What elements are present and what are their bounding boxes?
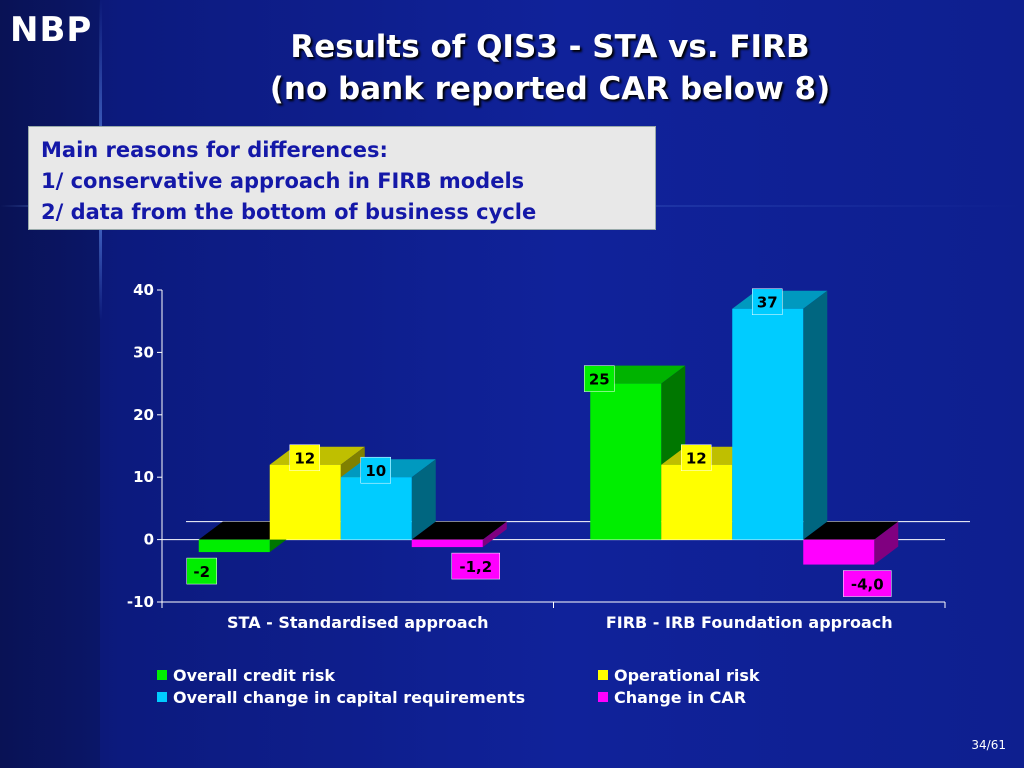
bar-top-face (411, 521, 507, 540)
data-label-box (681, 444, 712, 471)
reasons-box: Main reasons for differences: 1/ conserv… (28, 126, 656, 230)
data-label-box (752, 288, 783, 315)
legend-swatch (157, 670, 167, 680)
title-line-2: (no bank reported CAR below 8) (269, 71, 831, 107)
legend-label: Change in CAR (614, 687, 747, 707)
data-label-box (584, 365, 615, 392)
bar (661, 464, 733, 540)
y-tick-label: -10 (127, 593, 154, 611)
data-label: 10 (365, 462, 386, 480)
bar-side-face (803, 290, 828, 540)
bar (340, 477, 412, 540)
data-label-box (289, 444, 320, 471)
slide-title: Results of QIS3 - STA vs. FIRB (no bank … (180, 26, 920, 110)
data-label: 25 (589, 371, 610, 389)
data-label-box (451, 552, 500, 580)
nbp-logo: NBP (10, 10, 93, 50)
data-label: 12 (294, 450, 315, 468)
y-tick-label: 40 (133, 281, 154, 299)
legend-item: Overall credit risk (157, 664, 525, 686)
legend-swatch (598, 670, 608, 680)
legend-label: Operational risk (614, 665, 760, 685)
bar (590, 383, 662, 540)
legend-item: Change in CAR (598, 686, 760, 708)
data-label-box (843, 570, 892, 597)
reasons-heading: Main reasons for differences: (41, 138, 388, 162)
bar (198, 539, 270, 553)
data-label: -4,0 (851, 576, 884, 594)
legend-swatch (157, 692, 167, 702)
legend-left: Overall credit risk Overall change in ca… (157, 664, 525, 708)
data-label-box (360, 456, 391, 484)
bar (411, 539, 483, 548)
reason-1: 1/ conservative approach in FIRB models (41, 169, 525, 193)
legend-label: Overall change in capital requirements (173, 687, 526, 707)
y-tick-label: 10 (133, 468, 154, 486)
reason-2: 2/ data from the bottom of business cycl… (41, 200, 537, 224)
data-label-box (186, 557, 217, 585)
legend-swatch (598, 692, 608, 702)
category-label: FIRB - IRB Foundation approach (606, 613, 893, 632)
bar (803, 539, 875, 565)
category-label: STA - Standardised approach (227, 613, 488, 632)
bar (732, 308, 804, 540)
legend-label: Overall credit risk (173, 665, 336, 685)
bar-side-face (411, 459, 436, 540)
bar-top-face (803, 521, 899, 540)
bar (269, 464, 341, 540)
data-label: -1,2 (459, 558, 492, 576)
y-tick-label: 30 (133, 343, 154, 361)
page-number: 34/61 (971, 738, 1006, 752)
data-label: 12 (686, 450, 707, 468)
title-line-1: Results of QIS3 - STA vs. FIRB (290, 29, 810, 65)
legend-right: Operational risk Change in CAR (598, 664, 760, 708)
bar-side-face (482, 521, 507, 548)
legend-item: Overall change in capital requirements (157, 686, 525, 708)
bar-side-face (874, 521, 899, 565)
data-label: 37 (757, 294, 778, 312)
data-label: -2 (193, 563, 210, 581)
y-tick-label: 0 (144, 531, 154, 549)
legend-item: Operational risk (598, 664, 760, 686)
y-tick-label: 20 (133, 406, 154, 424)
